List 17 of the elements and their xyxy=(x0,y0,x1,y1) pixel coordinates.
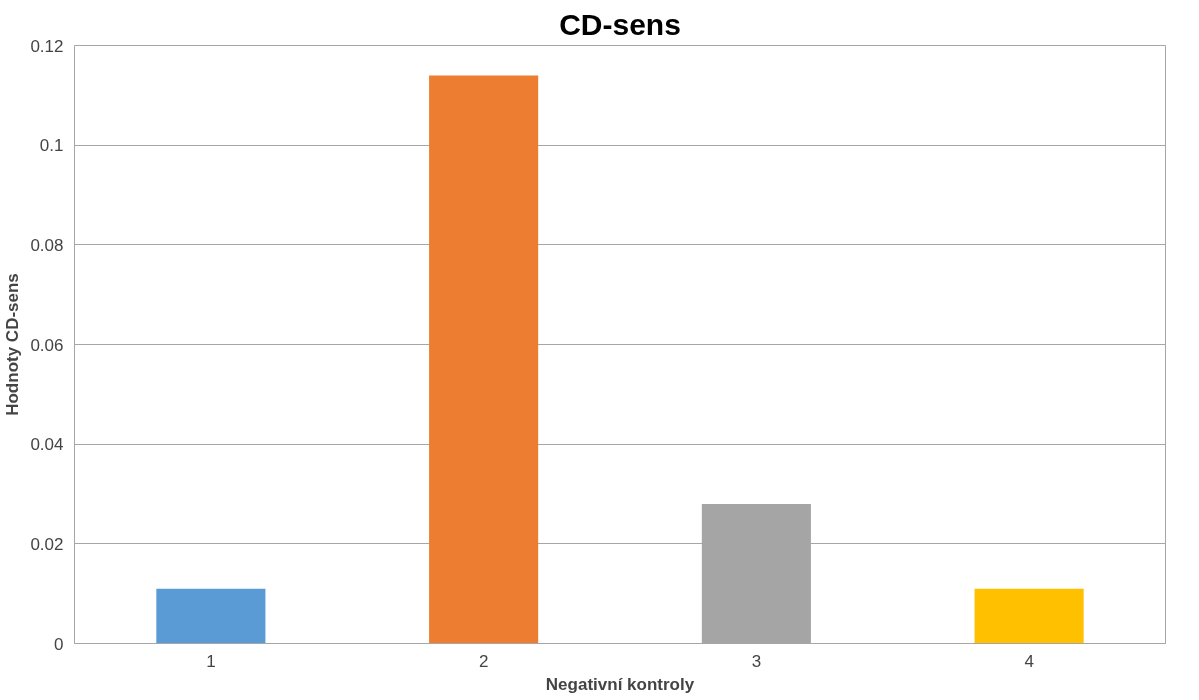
chart-title: CD-sens xyxy=(559,7,681,41)
y-tick-label: 0.04 xyxy=(30,435,64,455)
x-tick-label: 1 xyxy=(206,651,216,671)
x-tick-label: 3 xyxy=(751,651,762,671)
y-tick-label: 0 xyxy=(54,634,64,654)
x-tick-label: 4 xyxy=(1024,651,1034,671)
y-tick-label: 0.08 xyxy=(30,235,64,255)
x-axis-title: Negativní kontroly xyxy=(545,674,695,694)
y-tick-label: 0.12 xyxy=(30,36,64,56)
bar xyxy=(974,588,1084,644)
y-tick-label: 0.06 xyxy=(30,335,64,355)
bar xyxy=(156,588,266,644)
x-tick-label: 2 xyxy=(478,651,489,671)
y-tick-label: 0.02 xyxy=(30,534,64,554)
bar xyxy=(429,75,539,644)
y-axis-title: Hodnoty CD-sens xyxy=(3,273,23,416)
y-tick-label: 0.1 xyxy=(39,136,64,156)
